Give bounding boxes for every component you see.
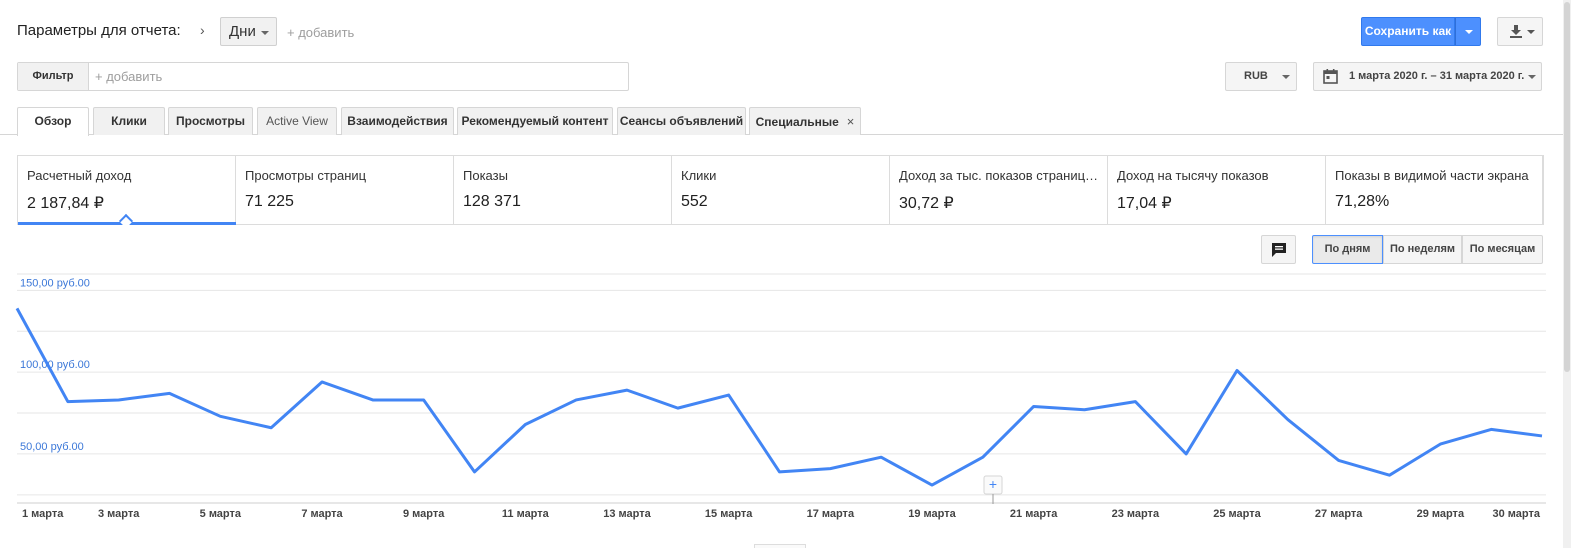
calendar-icon: [1323, 69, 1338, 84]
tab-overview[interactable]: Обзор: [17, 107, 89, 136]
scorecard-title: Показы: [463, 168, 508, 183]
scorecard-title: Доход на тысячу показов: [1117, 168, 1269, 183]
scorecard-title: Клики: [681, 168, 717, 183]
scorecard-title: Просмотры страниц: [245, 168, 367, 183]
earnings-line-chart: 150,00 руб.00 100,00 руб.00 50,00 руб.00 1…: [15, 273, 1546, 520]
date-range-picker[interactable]: 1 марта 2020 г. – 31 марта 2020 г.: [1313, 62, 1542, 91]
filter-bar: Фильтр: [17, 62, 629, 91]
save-as-dropdown-button[interactable]: [1455, 17, 1481, 46]
y-tick-label: 100,00 руб.00: [20, 359, 90, 371]
plus-icon: +: [989, 476, 997, 492]
scorecard-impressions[interactable]: Показы 128 371: [454, 156, 672, 224]
x-tick-label: 21 марта: [1010, 508, 1058, 520]
scorecard-value: 128 371: [463, 193, 521, 210]
x-tick-label: 5 марта: [200, 508, 242, 520]
x-tick-label: 27 марта: [1315, 508, 1363, 520]
scorecard-value: 30,72 ₽: [899, 195, 954, 212]
date-range-value: 1 марта 2020 г. – 31 марта 2020 г.: [1349, 70, 1525, 82]
dimension-select-value: Дни: [229, 23, 256, 40]
x-tick-label: 15 марта: [705, 508, 753, 520]
y-tick-label: 150,00 руб.00: [20, 277, 90, 289]
report-params-label: Параметры для отчета:: [17, 22, 181, 39]
period-monthly-button[interactable]: По месяцам: [1462, 235, 1543, 264]
chevron-down-icon: [1527, 30, 1535, 34]
save-as-button[interactable]: Сохранить как: [1361, 17, 1455, 46]
chevron-down-icon: [1528, 75, 1536, 79]
scorecard-title: Доход за тыс. показов страниц…: [899, 168, 1099, 183]
x-tick-label: 11 марта: [502, 508, 550, 520]
scorecard-value: 17,04 ₽: [1117, 195, 1172, 212]
tab-label: Сеансы объявлений: [619, 114, 744, 128]
comment-icon: [1272, 243, 1286, 257]
scorecard-impression-rpm[interactable]: Доход на тысячу показов 17,04 ₽: [1108, 156, 1326, 224]
tab-interactions[interactable]: Взаимодействия: [341, 107, 454, 135]
filter-label: Фильтр: [18, 63, 89, 90]
scorecard-active-view-viewable[interactable]: Показы в видимой части экрана 71,28%: [1326, 156, 1543, 224]
scrollbar-thumb[interactable]: [1564, 2, 1570, 372]
x-tick-label: 19 марта: [908, 508, 956, 520]
scorecard-page-views[interactable]: Просмотры страниц 71 225: [236, 156, 454, 224]
y-tick-label: 50,00 руб.00: [20, 441, 84, 453]
download-button[interactable]: [1497, 17, 1543, 46]
x-tick-label: 29 марта: [1417, 508, 1465, 520]
tab-custom[interactable]: Специальные ×: [749, 107, 861, 135]
scorecard-value: 552: [681, 193, 708, 210]
period-weekly-button[interactable]: По неделям: [1383, 235, 1462, 264]
x-tick-label: 25 марта: [1213, 508, 1261, 520]
x-tick-label: 1 марта: [22, 508, 64, 520]
footer-handle: [754, 544, 806, 548]
tab-label: Обзор: [34, 114, 72, 128]
chart-x-axis: 1 марта 3 марта 5 марта 7 марта 9 марта 11 ма…: [22, 508, 1541, 520]
series-line: [15, 307, 1543, 487]
chart-gridlines: [17, 273, 1546, 504]
chevron-down-icon: [1282, 75, 1290, 79]
scorecard-value: 71,28%: [1335, 193, 1390, 210]
scorecard-page-rpm[interactable]: Доход за тыс. показов страниц… 30,72 ₽: [890, 156, 1108, 224]
tab-label: Взаимодействия: [347, 114, 448, 128]
x-tick-label: 13 марта: [603, 508, 651, 520]
scorecard-clicks[interactable]: Клики 552: [672, 156, 890, 224]
x-tick-label: 30 марта: [1493, 508, 1541, 520]
currency-select[interactable]: RUB: [1225, 62, 1297, 91]
x-tick-label: 7 марта: [301, 508, 343, 520]
chevron-right-icon: ›: [200, 22, 205, 38]
tab-label: Просмотры: [175, 114, 245, 128]
x-tick-label: 23 марта: [1112, 508, 1160, 520]
scorecard-title: Расчетный доход: [27, 168, 132, 183]
add-annotation-button[interactable]: +: [983, 475, 1003, 504]
tab-label: Специальные: [755, 115, 839, 129]
dimension-select[interactable]: Дни: [220, 17, 277, 46]
scorecard-value: 71 225: [245, 193, 294, 210]
currency-value: RUB: [1244, 70, 1268, 82]
chart-series: [15, 307, 1543, 487]
period-daily-button[interactable]: По дням: [1312, 235, 1383, 264]
x-tick-label: 9 марта: [403, 508, 445, 520]
tab-label: Клики: [111, 114, 147, 128]
tab-pageviews[interactable]: Просмотры: [168, 107, 253, 135]
scorecard-estimated-earnings[interactable]: Расчетный доход 2 187,84 ₽: [18, 156, 236, 224]
tab-label: Рекомендуемый контент: [461, 114, 609, 128]
chevron-down-icon: [1465, 30, 1473, 34]
scorecard-row: Расчетный доход 2 187,84 ₽ Просмотры стр…: [17, 155, 1544, 229]
annotation-button[interactable]: [1261, 235, 1296, 264]
tab-label: Active View: [266, 114, 328, 128]
tab-active-view[interactable]: Active View: [257, 107, 337, 135]
tab-recommended-content[interactable]: Рекомендуемый контент: [457, 107, 613, 135]
scorecard-value: 2 187,84 ₽: [27, 195, 104, 212]
tab-ad-sessions[interactable]: Сеансы объявлений: [617, 107, 746, 135]
add-dimension-link[interactable]: + добавить: [287, 25, 355, 40]
scorecard-title: Показы в видимой части экрана: [1335, 168, 1529, 183]
chart-y-axis: 150,00 руб.00 100,00 руб.00 50,00 руб.00: [20, 277, 90, 453]
chevron-down-icon: [261, 31, 269, 35]
x-tick-label: 3 марта: [98, 508, 140, 520]
close-icon[interactable]: ×: [846, 114, 855, 129]
filter-input[interactable]: [90, 63, 610, 90]
download-icon: [1510, 25, 1522, 38]
tab-clicks[interactable]: Клики: [93, 107, 165, 135]
x-tick-label: 17 марта: [807, 508, 855, 520]
